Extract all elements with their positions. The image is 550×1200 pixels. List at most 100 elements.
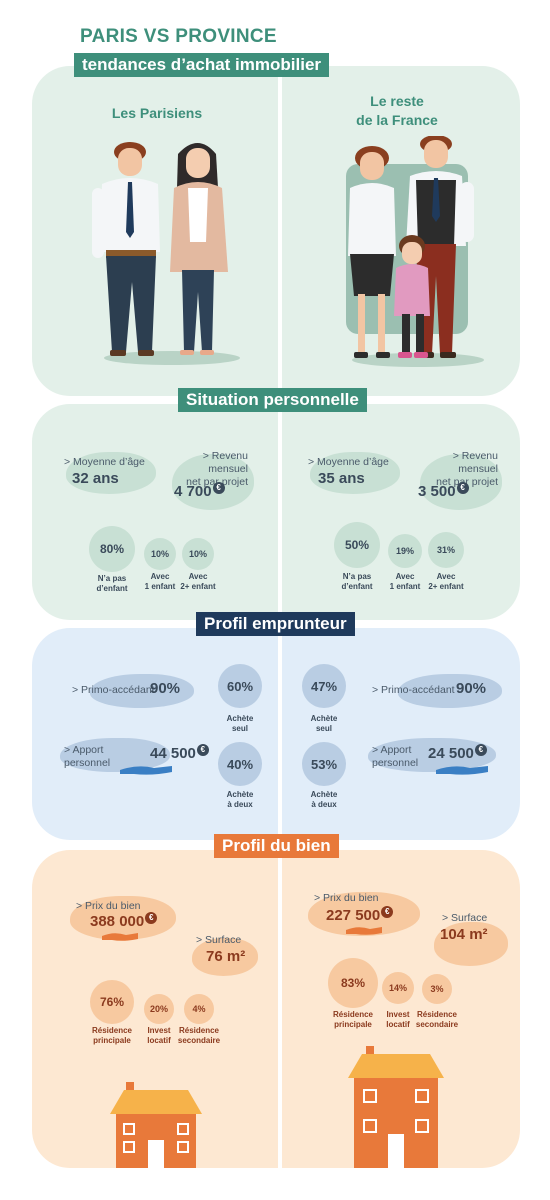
primo-label-province: > Primo-accédant	[372, 684, 455, 696]
prix-value-paris: 388 000 €	[90, 912, 158, 930]
situation-banner: Situation personnelle	[178, 388, 367, 412]
pct-circle: 60%	[218, 664, 262, 708]
pct-circle: 83%	[328, 958, 378, 1008]
primo-blob	[90, 674, 194, 708]
caption: Avec 1 enfant	[133, 572, 187, 592]
income-value-paris: 4 700 €	[174, 482, 225, 500]
caption: Résidence secondaire	[172, 1026, 226, 1046]
euro-icon: €	[381, 906, 394, 918]
pct-circle: 80%	[89, 526, 135, 572]
caption-line: 1 enfant	[389, 582, 421, 591]
primo-value-province: 90%	[456, 680, 487, 697]
apport-amount: 44 500	[150, 745, 196, 762]
caption: Avec 1 enfant	[378, 572, 432, 592]
pct-circle: 40%	[218, 742, 262, 786]
caption: Avec 2+ enfant	[419, 572, 473, 592]
caption: N’a pas d’enfant	[330, 572, 384, 592]
panel-divider	[278, 404, 282, 620]
caption-line: secondaire	[415, 1020, 459, 1029]
province-label-line2: de la France	[356, 112, 438, 128]
prix-value-province: 227 500 €	[326, 906, 394, 924]
apport-value-paris: 44 500 €	[150, 744, 209, 762]
apport-label-paris: > Apport personnel	[64, 744, 110, 770]
caption-line: Achète	[226, 714, 254, 723]
apport-label-province: > Apport personnel	[372, 744, 418, 770]
apport-label-line2: personnel	[372, 757, 419, 769]
surface-value-province: 104 m²	[440, 926, 488, 943]
caption: Résidence secondaire	[410, 1010, 464, 1030]
age-blob	[310, 452, 400, 494]
surface-value-paris: 76 m²	[206, 948, 246, 965]
caption-line: 2+ enfant	[428, 582, 464, 591]
caption-line: seul	[231, 724, 248, 733]
prix-blob	[70, 896, 176, 940]
caption-line: Invest	[386, 1010, 410, 1019]
prix-label-paris: > Prix du bien	[76, 900, 141, 912]
surface-label-province: > Surface	[442, 912, 488, 924]
intro-panel: Les Parisiens Le reste de la France	[32, 66, 520, 396]
caption-line: 2+ enfant	[180, 582, 216, 591]
panel-divider	[278, 628, 282, 840]
caption-line: N’a pas	[342, 572, 372, 581]
prix-amount: 227 500	[326, 907, 381, 924]
income-amount: 4 700	[174, 483, 212, 500]
apport-value-province: 24 500 €	[428, 744, 487, 762]
caption-line: Avec	[436, 572, 456, 581]
caption: Achète seul	[297, 714, 351, 734]
emprunteur-panel: > Primo-accédant 90% > Apport personnel …	[32, 628, 520, 840]
income-label-line1: > Revenu mensuel	[452, 450, 498, 475]
caption: Invest locatif	[371, 1010, 425, 1030]
caption-line: Résidence	[416, 1010, 458, 1019]
age-blob	[66, 452, 156, 494]
emprunteur-banner: Profil emprunteur	[196, 612, 355, 636]
income-label-line1: > Revenu mensuel	[202, 450, 248, 475]
caption-line: Résidence	[91, 1026, 133, 1035]
pct-circle: 20%	[144, 994, 174, 1024]
pct-circle: 4%	[184, 994, 214, 1024]
bien-panel: > Prix du bien 388 000 € > Surface 76 m² …	[32, 850, 520, 1168]
caption-line: Avec	[150, 572, 170, 581]
pct-circle: 3%	[422, 974, 452, 1004]
pct-circle: 53%	[302, 742, 346, 786]
caption-line: principale	[334, 1020, 372, 1029]
pct-circle: 14%	[382, 972, 414, 1004]
caption-line: à deux	[311, 800, 337, 809]
caption-line: secondaire	[177, 1036, 221, 1045]
euro-icon: €	[474, 744, 487, 756]
euro-icon: €	[196, 744, 209, 756]
caption-line: Invest	[147, 1026, 171, 1035]
caption-line: d’enfant	[341, 582, 373, 591]
age-value-province: 35 ans	[318, 470, 365, 487]
panel-divider	[278, 850, 282, 1168]
primo-value-paris: 90%	[150, 680, 181, 697]
caption-line: principale	[93, 1036, 131, 1045]
panel-divider	[278, 66, 282, 396]
caption-line: Résidence	[332, 1010, 374, 1019]
caption-line: Résidence	[178, 1026, 220, 1035]
surface-blob	[192, 938, 258, 976]
caption: Achète seul	[213, 714, 267, 734]
caption-line: Achète	[310, 790, 338, 799]
province-label: Le reste de la France	[332, 92, 462, 130]
caption-line: d’enfant	[96, 584, 128, 593]
hand-icon	[120, 766, 172, 775]
caption: Invest locatif	[132, 1026, 186, 1046]
pct-circle: 47%	[302, 664, 346, 708]
surface-label-paris: > Surface	[196, 934, 242, 946]
paris-couple-illustration	[92, 142, 240, 365]
income-amount: 3 500	[418, 483, 456, 500]
hand-icon	[436, 766, 488, 775]
paris-label: Les Parisiens	[111, 105, 203, 121]
apport-label-line1: > Apport	[64, 744, 104, 756]
apport-blob	[60, 738, 170, 772]
hand-icon	[346, 927, 382, 935]
income-value-province: 3 500 €	[418, 482, 469, 500]
pct-circle: 50%	[334, 522, 380, 568]
caption-line: N’a pas	[97, 574, 127, 583]
caption-line: Achète	[226, 790, 254, 799]
pct-circle: 19%	[388, 534, 422, 568]
province-family-illustration	[346, 136, 484, 367]
apport-blob	[368, 738, 496, 772]
caption-line: Avec	[188, 572, 208, 581]
caption: Résidence principale	[85, 1026, 139, 1046]
